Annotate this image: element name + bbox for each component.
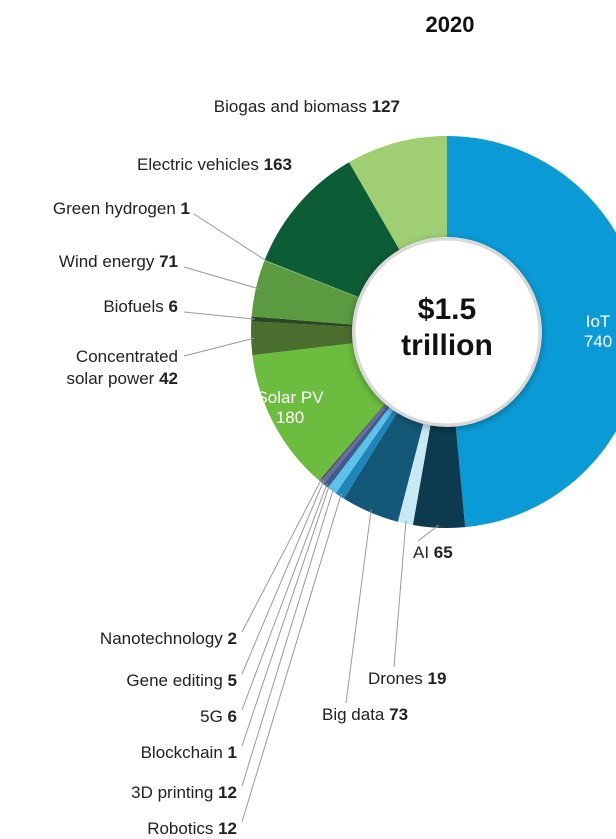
slice-value: 180 <box>275 408 305 427</box>
slice-name: Blockchain <box>140 743 223 762</box>
leader-line <box>393 520 407 668</box>
leader-line <box>345 509 372 704</box>
slice-name: Big data <box>322 705 385 724</box>
slice-label: Gene editing 5 <box>126 670 237 692</box>
slice <box>412 425 466 528</box>
slice <box>252 343 386 481</box>
slice-value: 19 <box>427 669 447 688</box>
slice-name: IoT <box>585 312 611 331</box>
slice-name: 5G <box>200 707 223 726</box>
slice-value: 5 <box>227 671 237 690</box>
leader-line <box>241 487 335 787</box>
slice-label: Biogas and biomass 127 <box>214 96 400 118</box>
slice <box>447 136 616 528</box>
slice-value: 1 <box>227 743 237 762</box>
slice <box>349 136 447 250</box>
slice-name: Robotics <box>147 819 214 838</box>
slice-value: 2 <box>227 629 237 648</box>
slice-label: Robotics 12 <box>147 818 237 839</box>
slice <box>335 410 398 499</box>
slice-name: Green hydrogen <box>52 199 176 218</box>
slice-label: Electric vehicles 163 <box>137 154 292 176</box>
slice-value: 127 <box>371 97 400 116</box>
slice <box>343 412 424 522</box>
slice <box>251 260 359 325</box>
slice-value: 65 <box>433 543 453 562</box>
slice-label: 3D printing 12 <box>131 782 237 804</box>
leader-line <box>193 213 268 262</box>
slice-label: Blockchain 1 <box>141 742 237 764</box>
slice-label: 5G 6 <box>200 706 237 728</box>
slice-value: 12 <box>218 819 237 838</box>
slice-value: 163 <box>263 155 292 174</box>
slice-value: 71 <box>159 252 178 271</box>
slice-label: AI 65 <box>413 542 453 564</box>
slice-name: 3D printing <box>131 783 214 802</box>
leader-line <box>241 493 342 823</box>
slice <box>319 403 386 482</box>
leader-line <box>183 266 260 290</box>
slice-value: 12 <box>218 783 237 802</box>
slice-name: Wind energy <box>58 252 155 271</box>
slice-name: AI <box>413 543 430 562</box>
slice-name: Electric vehicles <box>137 155 259 174</box>
leader-line <box>241 484 330 747</box>
slice <box>264 260 359 298</box>
center-disc <box>352 237 542 427</box>
slice-name: Nanotechnology <box>99 629 223 648</box>
slice-value: 1 <box>180 199 190 218</box>
slice-label: Nanotechnology 2 <box>100 628 237 650</box>
slice-label: Green hydrogen 1 <box>53 198 190 220</box>
leader-line <box>241 480 325 675</box>
slice-name: Biofuels <box>103 297 164 316</box>
slice-label: Big data 73 <box>322 704 408 726</box>
slice-value: 6 <box>227 707 237 726</box>
slice-name: Drones <box>368 669 423 688</box>
slice-label: Concentrated solar power 42 <box>43 346 178 390</box>
slice-value: 73 <box>389 705 409 724</box>
slice-label: Biofuels 6 <box>103 296 178 318</box>
leader-line <box>183 337 255 357</box>
slice <box>327 407 394 494</box>
center-label: $1.5 trillion <box>401 293 493 362</box>
slice <box>264 162 400 298</box>
slices <box>251 136 616 528</box>
slice-label: IoT 740 <box>548 312 616 352</box>
slice-value: 740 <box>583 332 613 351</box>
leader-line <box>183 311 255 320</box>
slice-label: Wind energy 71 <box>59 251 178 273</box>
leader-line <box>241 478 323 633</box>
leader-line <box>241 483 328 711</box>
leader-lines <box>183 213 440 823</box>
slice <box>327 407 390 488</box>
chart-title: 2020 <box>425 12 475 37</box>
slice-value: 6 <box>168 297 178 316</box>
slice <box>397 423 431 526</box>
slice <box>251 316 353 327</box>
leader-line <box>417 524 440 542</box>
slice-name: Biogas and biomass <box>213 97 367 116</box>
slice-label: Solar PV 180 <box>240 388 340 428</box>
slice-name: Gene editing <box>126 671 223 690</box>
slice-value: 42 <box>159 369 178 388</box>
slice <box>323 405 389 488</box>
slice <box>251 321 353 356</box>
slice-label: Drones 19 <box>368 668 446 690</box>
slice <box>320 404 388 485</box>
slice-name: Concentrated solar power <box>66 347 178 388</box>
slice-name: Solar PV <box>256 388 324 407</box>
